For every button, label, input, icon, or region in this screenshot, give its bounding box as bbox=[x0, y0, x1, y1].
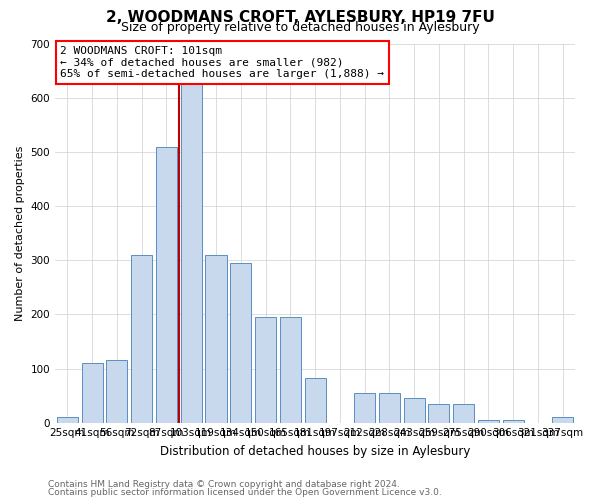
Bar bbox=[205, 255, 227, 422]
Bar bbox=[57, 418, 78, 422]
Text: 2, WOODMANS CROFT, AYLESBURY, HP19 7FU: 2, WOODMANS CROFT, AYLESBURY, HP19 7FU bbox=[106, 10, 494, 25]
Bar bbox=[181, 76, 202, 422]
Y-axis label: Number of detached properties: Number of detached properties bbox=[15, 146, 25, 321]
Bar bbox=[428, 404, 449, 422]
Bar bbox=[280, 317, 301, 422]
Bar bbox=[106, 360, 127, 422]
Text: Contains HM Land Registry data © Crown copyright and database right 2024.: Contains HM Land Registry data © Crown c… bbox=[48, 480, 400, 489]
Bar bbox=[255, 317, 276, 422]
Bar bbox=[453, 404, 474, 422]
Bar bbox=[82, 363, 103, 422]
Bar bbox=[131, 255, 152, 422]
Bar bbox=[404, 398, 425, 422]
Bar bbox=[354, 393, 375, 422]
Text: Contains public sector information licensed under the Open Government Licence v3: Contains public sector information licen… bbox=[48, 488, 442, 497]
Bar bbox=[379, 393, 400, 422]
Bar bbox=[156, 147, 177, 422]
Bar bbox=[230, 263, 251, 422]
Text: Size of property relative to detached houses in Aylesbury: Size of property relative to detached ho… bbox=[121, 22, 479, 35]
X-axis label: Distribution of detached houses by size in Aylesbury: Distribution of detached houses by size … bbox=[160, 444, 470, 458]
Text: 2 WOODMANS CROFT: 101sqm
← 34% of detached houses are smaller (982)
65% of semi-: 2 WOODMANS CROFT: 101sqm ← 34% of detach… bbox=[60, 46, 384, 79]
Bar bbox=[503, 420, 524, 422]
Bar bbox=[305, 378, 326, 422]
Bar bbox=[478, 420, 499, 422]
Bar bbox=[552, 418, 573, 422]
